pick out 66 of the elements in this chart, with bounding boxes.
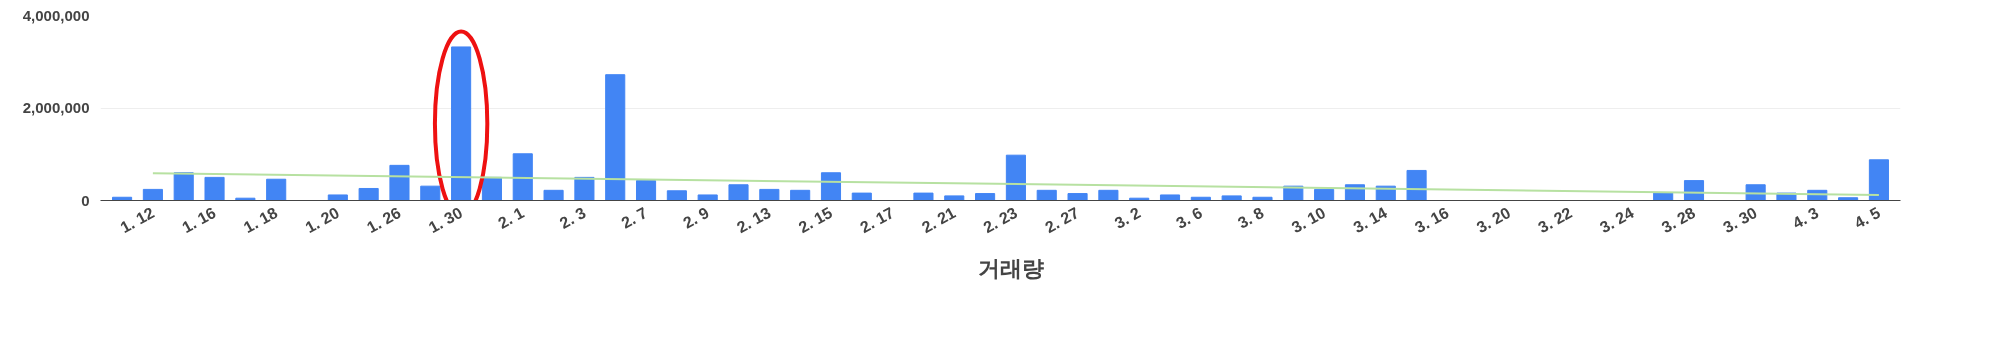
bar <box>1406 169 1427 201</box>
y-tick-label: 4,000,000 <box>22 6 90 24</box>
bar <box>1221 195 1242 201</box>
x-tick-label: 2. 1 <box>495 203 527 232</box>
bar <box>266 178 287 201</box>
bar <box>543 189 564 201</box>
bar <box>851 192 872 201</box>
bar <box>1159 194 1181 201</box>
bar <box>728 184 749 201</box>
bar <box>420 185 441 201</box>
x-tick-label: 2. 15 <box>795 203 836 237</box>
bar <box>820 172 842 201</box>
x-tick-label: 1. 16 <box>179 203 219 237</box>
bar <box>204 176 225 201</box>
x-tick-label: 1. 12 <box>117 203 158 237</box>
bar <box>1005 154 1026 201</box>
bar <box>759 188 780 201</box>
bar <box>666 190 687 201</box>
bar <box>1067 193 1088 201</box>
x-tick-label: 3. 20 <box>1473 203 1514 237</box>
y-tick-label: 2,000,000 <box>22 99 90 116</box>
bar <box>790 189 811 201</box>
x-tick-label: 2. 21 <box>918 203 959 237</box>
x-tick-label: 3. 6 <box>1173 203 1206 232</box>
bar <box>173 172 194 201</box>
x-tick-label: 4. 5 <box>1851 203 1884 232</box>
x-tick-label: 2. 27 <box>1042 203 1082 237</box>
bar <box>142 188 163 201</box>
x-tick-label: 3. 8 <box>1234 203 1267 232</box>
bar <box>1314 188 1335 201</box>
bar <box>1036 189 1057 201</box>
text: 거래량 <box>977 254 1044 283</box>
x-tick-label: 3. 16 <box>1412 203 1452 237</box>
x-tick-label: 2. 23 <box>980 203 1021 237</box>
x-tick-label: 1. 30 <box>425 203 466 237</box>
x-tick-label: 2. 17 <box>857 203 897 237</box>
bar <box>1868 159 1889 201</box>
x-tick-label: 1. 26 <box>364 203 404 237</box>
bar <box>1098 189 1119 201</box>
bar <box>635 180 657 201</box>
x-tick-label: 3. 28 <box>1658 203 1699 237</box>
bar <box>358 187 379 201</box>
bar <box>389 164 410 201</box>
y-tick-label: 0 <box>81 191 90 209</box>
bar <box>327 194 348 201</box>
x-tick-label: 3. 10 <box>1288 203 1329 237</box>
bar <box>913 192 934 201</box>
x-tick-label: 3. 30 <box>1720 203 1760 237</box>
x-tick-label: 4. 3 <box>1789 203 1822 232</box>
x-tick-label: 3. 14 <box>1350 203 1390 237</box>
x-tick-label: 2. 7 <box>618 203 651 232</box>
x-tick-label: 1. 20 <box>302 203 342 237</box>
bar <box>605 74 626 201</box>
x-tick-label: 2. 13 <box>734 203 774 237</box>
bar <box>975 193 996 201</box>
x-tick-label: 1. 18 <box>240 203 281 237</box>
bar <box>944 195 965 201</box>
bar <box>1838 197 1859 201</box>
x-tick-label: 2. 3 <box>556 203 589 232</box>
bar <box>697 194 718 201</box>
x-tick-label: 3. 22 <box>1535 203 1575 237</box>
bar <box>574 176 595 201</box>
x-tick-label: 2. 9 <box>680 203 712 232</box>
x-tick-label: 3. 24 <box>1597 203 1637 237</box>
x-tick-label: 3. 2 <box>1111 203 1144 232</box>
bar <box>512 153 533 201</box>
